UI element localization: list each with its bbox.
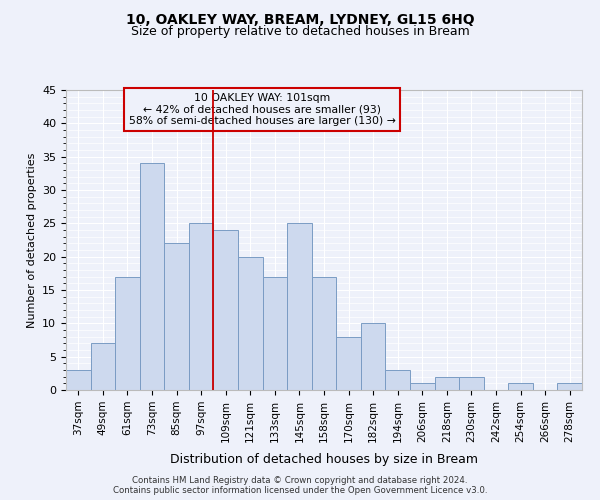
Text: Contains HM Land Registry data © Crown copyright and database right 2024.: Contains HM Land Registry data © Crown c… xyxy=(132,476,468,485)
Text: 10, OAKLEY WAY, BREAM, LYDNEY, GL15 6HQ: 10, OAKLEY WAY, BREAM, LYDNEY, GL15 6HQ xyxy=(125,12,475,26)
Bar xyxy=(410,384,434,390)
Bar xyxy=(238,256,263,390)
Bar xyxy=(459,376,484,390)
Bar xyxy=(287,224,312,390)
Bar xyxy=(214,230,238,390)
X-axis label: Distribution of detached houses by size in Bream: Distribution of detached houses by size … xyxy=(170,453,478,466)
Bar xyxy=(434,376,459,390)
Bar xyxy=(164,244,189,390)
Bar xyxy=(189,224,214,390)
Text: Contains public sector information licensed under the Open Government Licence v3: Contains public sector information licen… xyxy=(113,486,487,495)
Bar xyxy=(385,370,410,390)
Bar xyxy=(312,276,336,390)
Bar xyxy=(140,164,164,390)
Bar xyxy=(263,276,287,390)
Bar xyxy=(66,370,91,390)
Bar xyxy=(508,384,533,390)
Bar xyxy=(115,276,140,390)
Bar xyxy=(91,344,115,390)
Bar xyxy=(336,336,361,390)
Text: Size of property relative to detached houses in Bream: Size of property relative to detached ho… xyxy=(131,24,469,38)
Y-axis label: Number of detached properties: Number of detached properties xyxy=(26,152,37,328)
Bar xyxy=(557,384,582,390)
Text: 10 OAKLEY WAY: 101sqm
← 42% of detached houses are smaller (93)
58% of semi-deta: 10 OAKLEY WAY: 101sqm ← 42% of detached … xyxy=(128,93,395,126)
Bar xyxy=(361,324,385,390)
